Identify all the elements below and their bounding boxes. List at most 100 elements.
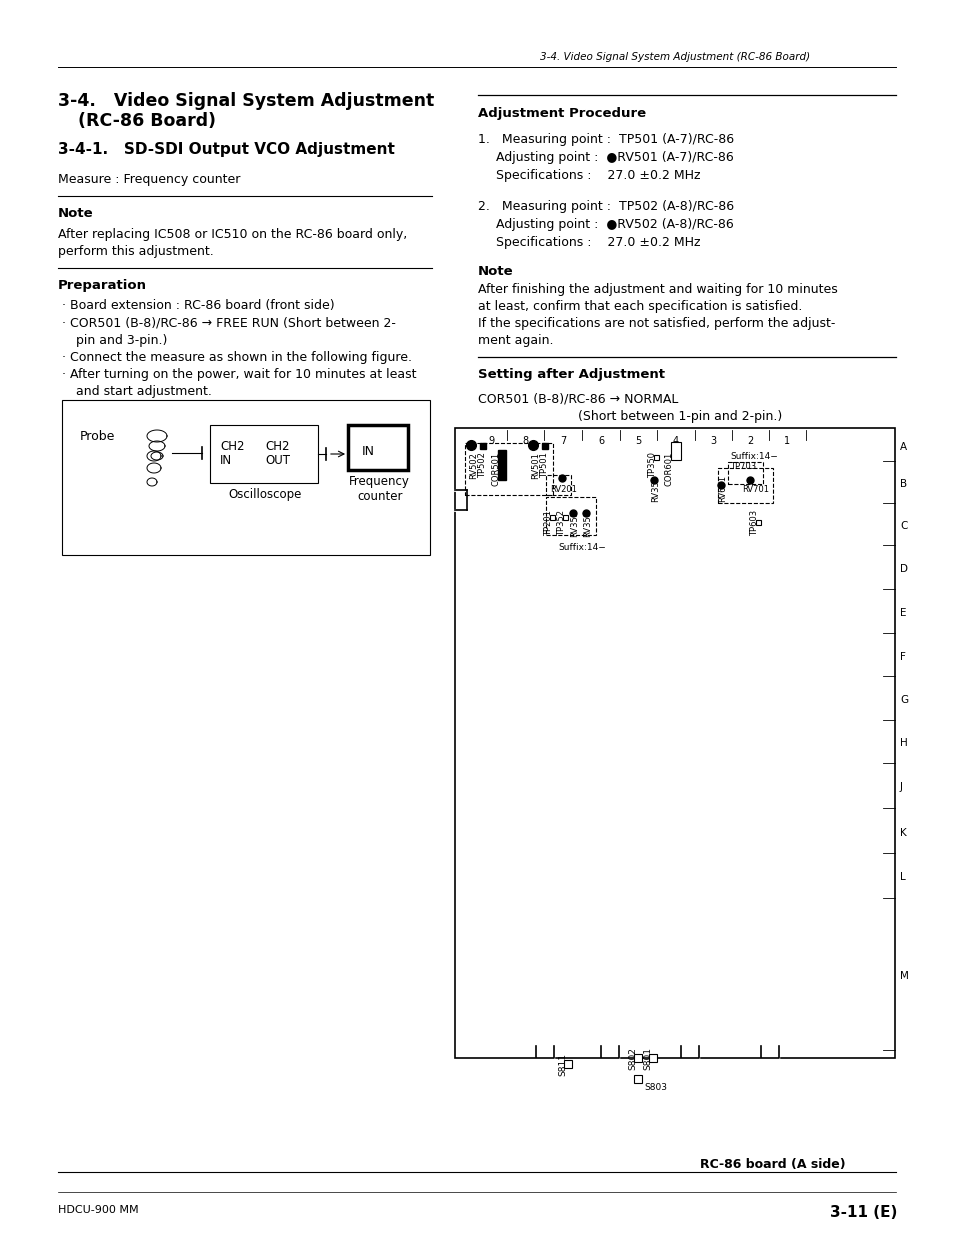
Text: RC-86 board (A side): RC-86 board (A side) [700,1158,844,1171]
Text: RV201: RV201 [550,485,577,494]
Text: Suffix:14−: Suffix:14− [729,452,777,462]
Wedge shape [529,445,536,449]
Bar [545,475,571,495]
Bar [541,443,547,449]
Text: (RC-86 Board): (RC-86 Board) [78,112,215,131]
Text: 3-11 (E): 3-11 (E) [829,1205,897,1220]
Bar [563,1060,572,1069]
Bar [680,1047,699,1060]
Text: K: K [899,827,905,837]
Bar [755,520,760,525]
Text: Oscilloscope: Oscilloscope [228,488,301,501]
Text: 1: 1 [783,435,790,447]
Text: Measure : Frequency counter: Measure : Frequency counter [58,173,240,187]
Text: S811: S811 [558,1052,566,1076]
Text: Specifications :    27.0 ±0.2 MHz: Specifications : 27.0 ±0.2 MHz [496,236,700,249]
Text: 3-4-1.   SD-SDI Output VCO Adjustment: 3-4-1. SD-SDI Output VCO Adjustment [58,142,395,157]
Text: RV353: RV353 [582,510,592,537]
Text: CH2: CH2 [265,440,289,453]
Text: 3: 3 [710,435,716,447]
Text: COR601: COR601 [664,452,673,486]
Wedge shape [467,445,474,449]
Bar [348,425,408,470]
Text: TP350: TP350 [647,452,657,478]
Text: COR501: COR501 [492,452,500,486]
Text: 7: 7 [559,435,565,447]
Text: 6: 6 [598,435,603,447]
Text: 5: 5 [635,435,641,447]
Text: 3-4. Video Signal System Adjustment (RC-86 Board): 3-4. Video Signal System Adjustment (RC-… [539,52,809,62]
Wedge shape [558,478,564,480]
Text: S802: S802 [627,1047,637,1070]
Text: S801: S801 [642,1047,651,1070]
Text: ment again.: ment again. [477,333,553,347]
Bar [760,1047,779,1060]
Bar [718,468,772,503]
Text: Suffix:14−: Suffix:14− [558,542,605,552]
Text: J: J [899,782,902,792]
Bar [727,462,762,484]
Text: G: G [899,695,907,705]
Text: RV601: RV601 [718,475,726,503]
Text: M: M [899,972,908,982]
Text: If the specifications are not satisfied, perform the adjust-: If the specifications are not satisfied,… [477,317,835,330]
Bar [464,443,553,495]
Text: F: F [899,652,905,662]
Text: TP502: TP502 [477,452,486,478]
Text: Adjusting point :  ●RV502 (A-8)/RC-86: Adjusting point : ●RV502 (A-8)/RC-86 [496,218,733,231]
Text: 1.   Measuring point :  TP501 (A-7)/RC-86: 1. Measuring point : TP501 (A-7)/RC-86 [477,133,734,146]
Text: · COR501 (B-8)/RC-86 → FREE RUN (Short between 2-: · COR501 (B-8)/RC-86 → FREE RUN (Short b… [62,317,395,330]
Wedge shape [651,480,656,483]
Text: After finishing the adjustment and waiting for 10 minutes: After finishing the adjustment and waiti… [477,282,837,296]
Text: TP352: TP352 [557,510,565,536]
Text: OUT: OUT [265,454,290,466]
Text: TP201: TP201 [543,510,553,536]
Text: S803: S803 [643,1084,666,1092]
Text: RV501: RV501 [531,452,539,479]
Text: HDCU-900 MM: HDCU-900 MM [58,1205,138,1215]
Text: and start adjustment.: and start adjustment. [76,384,212,398]
Text: at least, confirm that each specification is satisfied.: at least, confirm that each specificatio… [477,300,801,313]
Text: (Short between 1-pin and 2-pin.): (Short between 1-pin and 2-pin.) [578,411,781,423]
Text: 8: 8 [522,435,528,447]
Bar [497,450,505,480]
Text: TP703: TP703 [729,462,756,471]
Text: IN: IN [361,445,375,458]
Bar [479,443,485,449]
Text: CH2: CH2 [220,440,244,453]
Wedge shape [583,513,588,515]
Bar [654,455,659,460]
Text: 2.   Measuring point :  TP502 (A-8)/RC-86: 2. Measuring point : TP502 (A-8)/RC-86 [477,200,734,213]
Text: E: E [899,608,905,618]
Wedge shape [570,513,575,515]
Text: After replacing IC508 or IC510 on the RC-86 board only,: After replacing IC508 or IC510 on the RC… [58,228,407,241]
Text: COR501 (B-8)/RC-86 → NORMAL: COR501 (B-8)/RC-86 → NORMAL [477,392,678,406]
Text: D: D [899,564,907,573]
Bar [634,1054,641,1062]
Text: L: L [899,872,904,882]
Bar [562,515,567,520]
Text: Note: Note [58,207,93,220]
Text: RV350: RV350 [650,475,659,503]
Text: TP501: TP501 [539,452,548,478]
Text: RV502: RV502 [469,452,477,479]
Text: counter: counter [356,490,402,503]
Text: · Board extension : RC-86 board (front side): · Board extension : RC-86 board (front s… [62,299,335,312]
Text: Setting after Adjustment: Setting after Adjustment [477,368,664,381]
Text: IN: IN [220,454,232,466]
Text: pin and 3-pin.): pin and 3-pin.) [76,333,167,347]
Text: Adjustment Procedure: Adjustment Procedure [477,107,645,119]
Text: A: A [899,442,906,452]
Text: 4: 4 [672,435,679,447]
Text: perform this adjustment.: perform this adjustment. [58,245,213,258]
Bar [670,442,680,460]
Text: 3-4.   Video Signal System Adjustment: 3-4. Video Signal System Adjustment [58,92,434,109]
Text: H: H [899,739,907,749]
Text: RV701: RV701 [741,485,768,494]
Wedge shape [747,480,752,483]
Bar [210,425,317,483]
Text: C: C [899,521,906,531]
Bar [536,1047,554,1060]
Text: RV352: RV352 [569,510,578,537]
Text: Adjusting point :  ●RV501 (A-7)/RC-86: Adjusting point : ●RV501 (A-7)/RC-86 [496,151,733,164]
